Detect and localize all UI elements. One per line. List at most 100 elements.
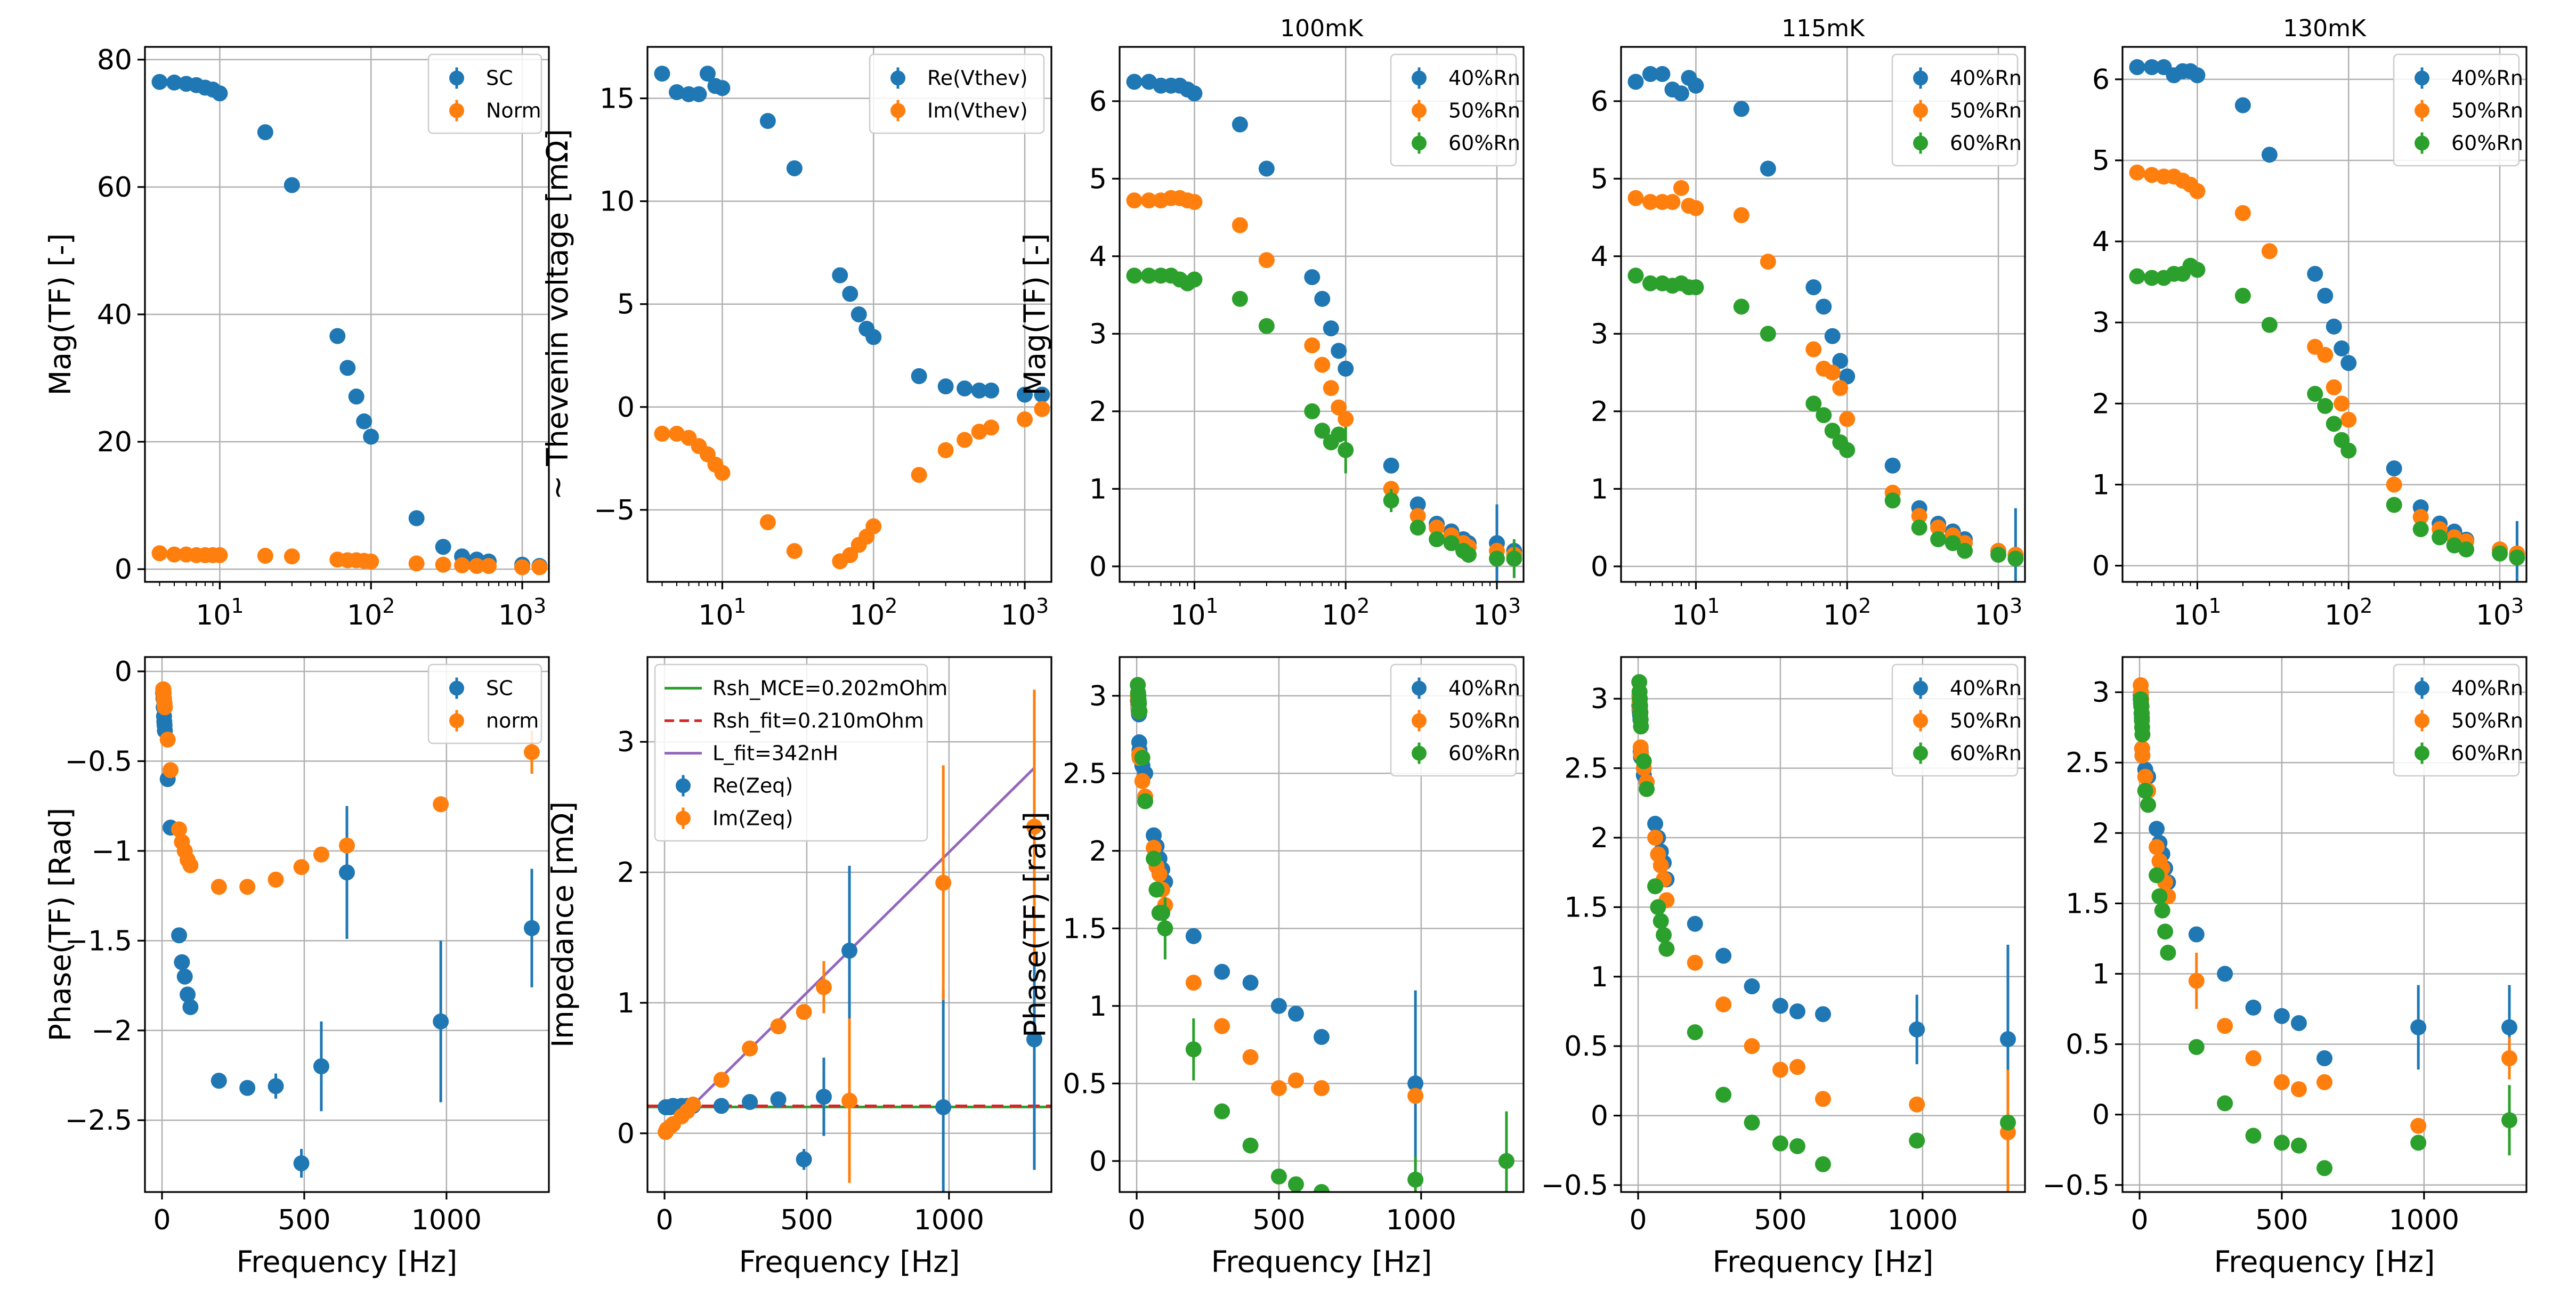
y-tick-label: −0.5 (2043, 1170, 2110, 1202)
data-point (1242, 1049, 1259, 1065)
y-tick-label: −0.5 (1541, 1170, 1608, 1202)
legend-label: 60%Rn (2451, 132, 2523, 155)
data-point (329, 328, 346, 344)
legend: 40%Rn 50%Rn 60%Rn (1891, 53, 2022, 167)
legend-label: Rsh_MCE=0.202mOhm (712, 677, 947, 700)
chart-phase-115: 0 500 1000 −0.5 0 0.5 1 1.5 2 2.5 3 Frequency [Hz] 4… (1541, 656, 2026, 1279)
data-point (1258, 160, 1275, 177)
x-tick-label: 500 (278, 1204, 330, 1236)
plot-area (654, 66, 1050, 570)
data-point (257, 547, 273, 564)
y-tick-label: 3 (2092, 307, 2110, 339)
legend-label: norm (486, 709, 539, 733)
data-point (1664, 194, 1681, 210)
data-point (1214, 963, 1230, 980)
data-point (1258, 252, 1275, 269)
axes-frame (1119, 46, 1525, 583)
y-tick-label: 1 (1089, 991, 1107, 1023)
series-60-rn (1631, 674, 2016, 1172)
data-point (523, 920, 540, 936)
legend-label: 50%Rn (2451, 99, 2523, 123)
data-point (257, 124, 273, 141)
data-point (339, 360, 356, 376)
data-point (2129, 59, 2145, 76)
data-point (2334, 340, 2350, 356)
data-point (2217, 1018, 2233, 1034)
y-tick-label: 2.5 (1564, 753, 1608, 785)
data-point (1715, 996, 1732, 1012)
legend-marker (449, 103, 464, 118)
x-tick-label: 103 (1974, 594, 2022, 631)
data-point (1489, 550, 1505, 567)
legend: Re(Vthev) Im(Vthev) (869, 53, 1045, 134)
y-axis-label: Impedance [mΩ] (546, 801, 580, 1048)
data-point (356, 413, 372, 429)
data-point (2492, 545, 2508, 562)
data-point (2410, 1134, 2427, 1151)
series-60-rn (1130, 677, 1514, 1192)
x-tick-label: 0 (153, 1204, 171, 1236)
data-point (1772, 998, 1788, 1014)
y-tick-label: 0 (1089, 1146, 1107, 1178)
y-axis-label: Phase(TF) [Rad] (43, 808, 77, 1041)
series-norm (151, 545, 548, 575)
data-point (2160, 944, 2176, 961)
y-tick-label: 10 (600, 186, 635, 218)
data-point (2189, 183, 2206, 199)
data-point (1154, 905, 1171, 921)
data-point (1460, 547, 1477, 563)
data-point (1990, 547, 2007, 563)
data-point (1673, 85, 1689, 102)
data-point (2149, 839, 2165, 855)
data-point (1331, 426, 1347, 443)
data-point (2386, 497, 2402, 513)
data-point (1134, 750, 1151, 766)
data-point (1650, 899, 1666, 915)
data-point (2129, 268, 2145, 285)
data-point (714, 465, 731, 481)
legend-label: Im(Vthev) (927, 99, 1028, 123)
data-point (1407, 1171, 1424, 1188)
data-point (2386, 460, 2402, 477)
data-point (1805, 341, 1822, 358)
y-tick-label: 2 (1591, 396, 1608, 428)
plot-area (1130, 677, 1514, 1192)
axes-frame (2121, 46, 2528, 583)
data-point (983, 419, 1000, 436)
data-point (2217, 1095, 2233, 1112)
data-point (2188, 972, 2205, 989)
data-point (654, 425, 670, 442)
data-point (2261, 317, 2278, 333)
legend-marker (1913, 680, 1928, 696)
chart-mag-115: 101 102 103 0 1 2 3 4 5 6 115mK 40%Rn 50%Rn 60%Rn (1591, 15, 2026, 631)
plot-area (155, 681, 540, 1178)
legend-label: 40%Rn (2451, 67, 2523, 90)
legend-marker (1412, 680, 1427, 696)
plot-area (647, 690, 1051, 1192)
data-point (2149, 821, 2165, 837)
data-point (1839, 411, 1856, 427)
data-point (850, 306, 867, 322)
data-point (1652, 857, 1669, 874)
data-point (514, 559, 531, 575)
grid (1621, 657, 2025, 1192)
series-im-vthev- (654, 401, 1050, 570)
data-point (911, 467, 927, 483)
series-im-zeq- (658, 690, 1042, 1183)
data-point (2273, 1134, 2290, 1151)
data-point (212, 85, 228, 102)
x-tick-label: 1000 (1888, 1204, 1958, 1236)
legend-label: 50%Rn (1448, 709, 1520, 733)
legend-marker (890, 103, 905, 118)
data-point (1314, 1080, 1330, 1097)
data-point (2340, 411, 2357, 428)
y-tick-label: 3 (1089, 680, 1107, 712)
data-point (1314, 290, 1331, 307)
legend-label: 40%Rn (2451, 677, 2523, 700)
data-point (1642, 275, 1659, 291)
axis-ticks: 0 500 1000 0 1 2 3 (617, 726, 984, 1236)
y-tick-label: 0 (1591, 551, 1608, 583)
chart-impedance: 0 500 1000 0 1 2 3 Frequency [Hz] Impedance [mΩ]… (546, 656, 1052, 1279)
y-tick-label: 0 (2092, 1099, 2110, 1131)
data-point (2290, 1137, 2307, 1154)
